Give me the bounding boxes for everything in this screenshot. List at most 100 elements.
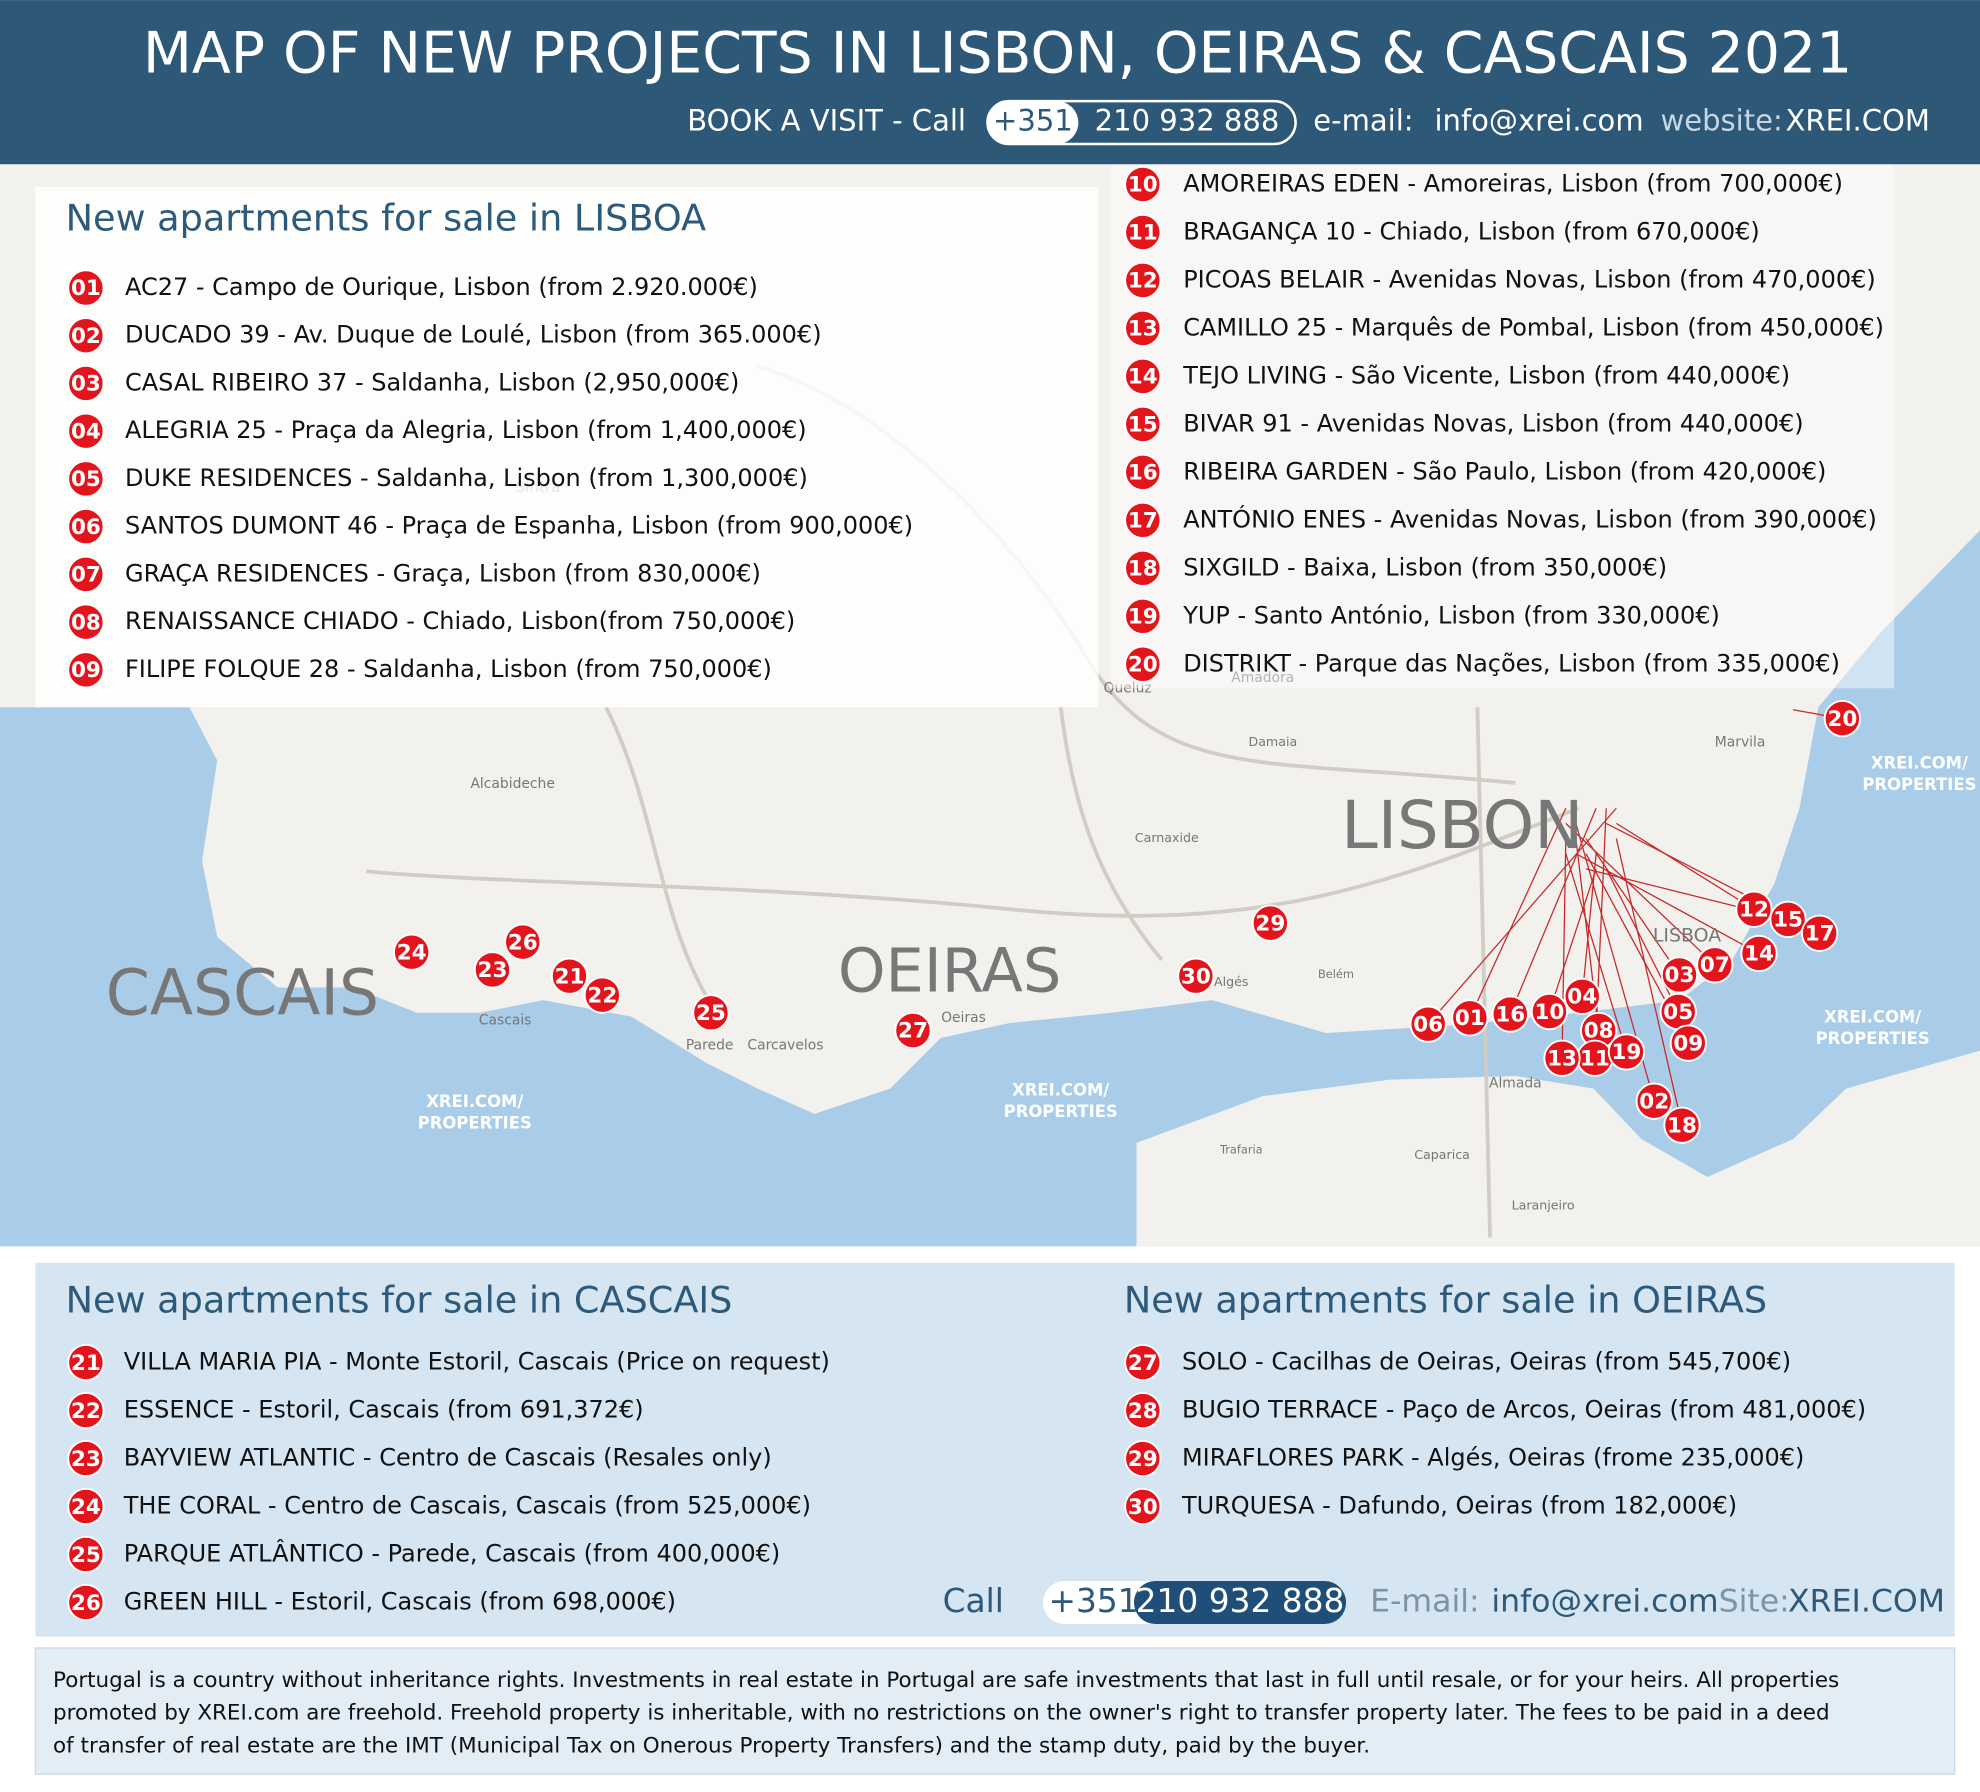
number-badge — [67, 1535, 105, 1574]
project-item: SANTOS DUMONT 46 - Praça de Espanha, Lis… — [125, 512, 913, 540]
project-item: THE CORAL - Centro de Cascais, Cascais (… — [123, 1492, 811, 1520]
number-badge — [1669, 1024, 1707, 1062]
badge-number: 29 — [1255, 911, 1285, 936]
number-badge — [67, 651, 105, 689]
badge-number: 17 — [1128, 509, 1158, 534]
badge-number: 07 — [71, 563, 101, 588]
number-badge — [1663, 1106, 1701, 1144]
map-label: LISBON — [1341, 788, 1583, 864]
number-badge — [67, 1391, 105, 1430]
badge-number: 11 — [1128, 221, 1158, 246]
badge-number: 12 — [1128, 269, 1158, 294]
badge-number: 23 — [71, 1447, 101, 1472]
badge-number: 16 — [1128, 461, 1158, 486]
badge-number: 13 — [1128, 317, 1158, 342]
project-item: CASAL RIBEIRO 37 - Saldanha, Lisbon (2,9… — [125, 368, 739, 396]
map-label: Algés — [1214, 974, 1248, 989]
project-item: PICOAS BELAIR - Avenidas Novas, Lisbon (… — [1183, 265, 1876, 293]
title: MAP OF NEW PROJECTS IN LISBON, OEIRAS & … — [143, 21, 1852, 87]
badge-number: 01 — [71, 276, 101, 301]
project-item: AC27 - Campo de Ourique, Lisbon (from 2.… — [125, 273, 758, 301]
project-item: DUCADO 39 - Av. Duque de Loulé, Lisbon (… — [125, 321, 822, 349]
project-item: SIXGILD - Baixa, Lisbon (from 350,000€) — [1183, 553, 1667, 581]
project-item: AMOREIRAS EDEN - Amoreiras, Lisbon (from… — [1183, 169, 1843, 197]
number-badge — [1491, 995, 1529, 1033]
disclaimer-line: of transfer of real estate are the IMT (… — [53, 1733, 1370, 1758]
number-badge — [1124, 501, 1162, 539]
badge-number: 07 — [1700, 953, 1730, 978]
badge-number: 02 — [71, 324, 101, 349]
badge-number: 21 — [71, 1351, 101, 1376]
badge-number: 14 — [1128, 365, 1158, 390]
badge-number: 10 — [1128, 173, 1158, 198]
watermark: XREI.COM/ — [1824, 1007, 1921, 1026]
watermark: XREI.COM/ — [426, 1092, 523, 1111]
badge-number: 20 — [1128, 653, 1158, 678]
badge-number: 08 — [1584, 1019, 1614, 1044]
map-label: Carcavelos — [747, 1038, 823, 1054]
phone-prefix: +351 — [993, 104, 1073, 138]
badge-number: 23 — [478, 958, 508, 983]
number-badge — [1124, 549, 1162, 587]
number-badge — [67, 508, 105, 546]
badge-number: 24 — [71, 1495, 101, 1520]
number-badge — [67, 364, 105, 403]
website: XREI.COM — [1786, 104, 1930, 138]
badge-number: 11 — [1580, 1047, 1610, 1072]
badge-number: 15 — [1128, 413, 1158, 438]
leader-line — [1585, 838, 1680, 976]
leader-line — [1575, 853, 1760, 955]
project-item: GRAÇA RESIDENCES - Graça, Lisbon (from 8… — [125, 559, 761, 587]
number-badge — [1660, 956, 1699, 994]
badge-number: 26 — [71, 1591, 101, 1616]
leader-line — [1548, 868, 1597, 1012]
watermark: PROPERTIES — [418, 1113, 532, 1132]
badge-number: 18 — [1667, 1113, 1697, 1138]
header — [0, 0, 1980, 165]
project-item: BAYVIEW ATLANTIC - Centro de Cascais (Re… — [124, 1444, 772, 1472]
disclaimer-line: Portugal is a country without inheritanc… — [53, 1668, 1839, 1693]
map-label: Cascais — [479, 1012, 532, 1028]
number-badge — [1409, 1005, 1447, 1043]
project-item: ALEGRIA 25 - Praça da Alegria, Lisbon (f… — [125, 416, 807, 444]
project-item: FILIPE FOLQUE 28 - Saldanha, Lisbon (fro… — [125, 655, 772, 683]
bottom-panel — [35, 1262, 1955, 1637]
badge-number: 09 — [71, 658, 101, 683]
number-badge — [1607, 1033, 1646, 1071]
badge-number: 13 — [1547, 1047, 1577, 1072]
number-badge — [473, 951, 512, 989]
map-label: OEIRAS — [838, 937, 1061, 1007]
disclaimer-box — [34, 1647, 1956, 1775]
number-badge — [1124, 1439, 1162, 1478]
number-badge — [1124, 1343, 1162, 1382]
call-label: Call — [943, 1582, 1004, 1620]
road — [1475, 707, 1492, 1238]
badge-number: 02 — [1639, 1089, 1669, 1114]
number-badge — [1124, 1391, 1162, 1430]
map-markers: 01 02 03 04 05 06 07 08 09 10 11 12 13 14 15 16 17 18 19 20… — [393, 699, 1861, 1144]
email-label: e-mail: — [1313, 104, 1413, 138]
number-badge — [1124, 1487, 1162, 1526]
phone: 210 932 888 — [1095, 104, 1280, 138]
number-badge — [692, 994, 730, 1032]
number-badge — [1124, 309, 1162, 348]
number-badge — [1124, 597, 1162, 635]
map-label: LISBOA — [1653, 924, 1721, 946]
badge-number: 05 — [71, 467, 101, 492]
badge-number: 24 — [397, 940, 427, 965]
footer-email: info@xrei.com — [1491, 1584, 1718, 1620]
project-item: BRAGANÇA 10 - Chiado, Lisbon (from 670,0… — [1183, 217, 1760, 245]
project-item: BIVAR 91 - Avenidas Novas, Lisbon (from … — [1183, 409, 1803, 437]
cascais-heading: New apartments for sale in CASCAIS — [66, 1278, 733, 1321]
number-badge — [1124, 213, 1162, 252]
number-badge — [550, 957, 589, 995]
road — [366, 806, 1580, 918]
number-badge — [1823, 699, 1861, 738]
badge-number: 01 — [1455, 1006, 1485, 1031]
project-item: RIBEIRA GARDEN - São Paulo, Lisbon (from… — [1183, 457, 1826, 485]
map-label: Queluz — [1104, 680, 1152, 696]
project-item: ANTÓNIO ENES - Avenidas Novas, Lisbon (f… — [1183, 503, 1877, 533]
number-badge — [1696, 946, 1734, 984]
badge-number: 25 — [71, 1543, 101, 1568]
